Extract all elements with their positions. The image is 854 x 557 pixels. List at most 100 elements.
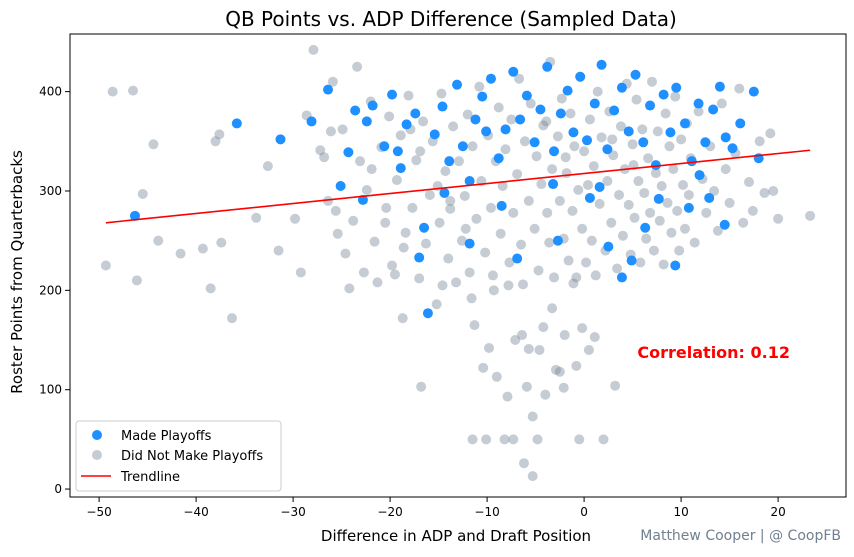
point-made-playoffs — [555, 108, 566, 119]
point-not-playoffs — [508, 207, 519, 218]
point-not-playoffs — [415, 146, 426, 157]
point-not-playoffs — [615, 121, 626, 132]
point-not-playoffs — [614, 189, 625, 200]
point-made-playoffs — [508, 66, 519, 77]
point-not-playoffs — [678, 180, 689, 191]
x-tick-label: −20 — [377, 505, 402, 519]
point-not-playoffs — [674, 245, 685, 256]
point-not-playoffs — [380, 217, 391, 228]
point-made-playoffs — [727, 143, 738, 154]
point-not-playoffs — [469, 320, 480, 331]
plot-frame — [69, 33, 847, 498]
point-made-playoffs — [429, 129, 440, 140]
point-not-playoffs — [262, 161, 273, 172]
point-not-playoffs — [397, 313, 408, 324]
point-made-playoffs — [594, 182, 605, 193]
point-not-playoffs — [340, 248, 351, 259]
point-made-playoffs — [653, 193, 664, 204]
point-not-playoffs — [407, 202, 418, 213]
point-made-playoffs — [395, 163, 406, 174]
point-not-playoffs — [484, 342, 495, 353]
point-not-playoffs — [635, 257, 646, 268]
x-tick-label: 10 — [673, 505, 688, 519]
point-not-playoffs — [610, 380, 621, 391]
point-not-playoffs — [510, 335, 521, 346]
point-made-playoffs — [735, 118, 746, 129]
point-not-playoffs — [226, 313, 237, 324]
point-not-playoffs — [400, 227, 411, 238]
point-not-playoffs — [602, 176, 613, 187]
point-not-playoffs — [389, 269, 400, 280]
chart-title: QB Points vs. ADP Difference (Sampled Da… — [225, 7, 677, 31]
point-not-playoffs — [754, 136, 765, 147]
point-not-playoffs — [633, 176, 644, 187]
point-made-playoffs — [693, 98, 704, 109]
point-made-playoffs — [410, 108, 421, 119]
point-not-playoffs — [645, 207, 656, 218]
point-not-playoffs — [517, 330, 528, 341]
point-not-playoffs — [467, 141, 478, 152]
point-not-playoffs — [512, 169, 523, 180]
point-not-playoffs — [594, 198, 605, 209]
point-made-playoffs — [343, 147, 354, 158]
point-made-playoffs — [584, 192, 595, 203]
point-made-playoffs — [387, 89, 398, 100]
point-not-playoffs — [744, 177, 754, 188]
point-not-playoffs — [547, 164, 558, 175]
point-not-playoffs — [445, 195, 456, 206]
point-not-playoffs — [464, 267, 475, 278]
point-not-playoffs — [504, 257, 515, 268]
point-not-playoffs — [544, 237, 555, 248]
point-not-playoffs — [516, 239, 527, 250]
point-made-playoffs — [630, 69, 641, 80]
point-made-playoffs — [686, 156, 697, 167]
point-not-playoffs — [369, 236, 380, 247]
point-not-playoffs — [670, 91, 681, 102]
point-not-playoffs — [573, 184, 584, 195]
x-tick-label: −40 — [183, 505, 208, 519]
point-not-playoffs — [533, 265, 544, 276]
point-not-playoffs — [584, 114, 595, 125]
point-not-playoffs — [497, 181, 508, 192]
point-not-playoffs — [456, 235, 467, 246]
point-not-playoffs — [662, 197, 673, 208]
point-not-playoffs — [607, 134, 618, 145]
point-not-playoffs — [759, 187, 770, 198]
point-not-playoffs — [325, 126, 336, 137]
point-not-playoffs — [805, 210, 816, 221]
point-made-playoffs — [645, 100, 656, 111]
point-not-playoffs — [623, 199, 634, 210]
point-made-playoffs — [626, 255, 637, 266]
point-made-playoffs — [671, 82, 682, 93]
point-made-playoffs — [582, 135, 593, 146]
point-made-playoffs — [719, 219, 730, 230]
point-not-playoffs — [440, 166, 451, 177]
legend-marker-made-playoffs — [92, 430, 102, 440]
point-not-playoffs — [596, 132, 607, 143]
point-not-playoffs — [205, 283, 216, 294]
point-not-playoffs — [493, 102, 504, 113]
point-not-playoffs — [592, 86, 603, 97]
point-not-playoffs — [582, 180, 593, 191]
point-not-playoffs — [641, 233, 652, 244]
point-not-playoffs — [471, 213, 482, 224]
point-not-playoffs — [560, 152, 571, 163]
y-tick-label: 0 — [54, 482, 62, 496]
point-not-playoffs — [590, 270, 601, 281]
point-not-playoffs — [467, 434, 478, 445]
point-not-playoffs — [567, 205, 578, 216]
point-not-playoffs — [453, 156, 464, 167]
point-not-playoffs — [495, 228, 506, 239]
point-not-playoffs — [527, 411, 538, 422]
point-not-playoffs — [361, 184, 372, 195]
point-not-playoffs — [436, 88, 447, 99]
point-not-playoffs — [514, 73, 525, 84]
point-not-playoffs — [689, 237, 700, 248]
correlation-annotation: Correlation: 0.12 — [637, 343, 790, 362]
point-not-playoffs — [666, 227, 677, 238]
point-made-playoffs — [379, 141, 390, 152]
point-not-playoffs — [525, 98, 536, 109]
point-not-playoffs — [460, 223, 471, 234]
x-axis-label: Difference in ADP and Draft Position — [321, 527, 591, 545]
